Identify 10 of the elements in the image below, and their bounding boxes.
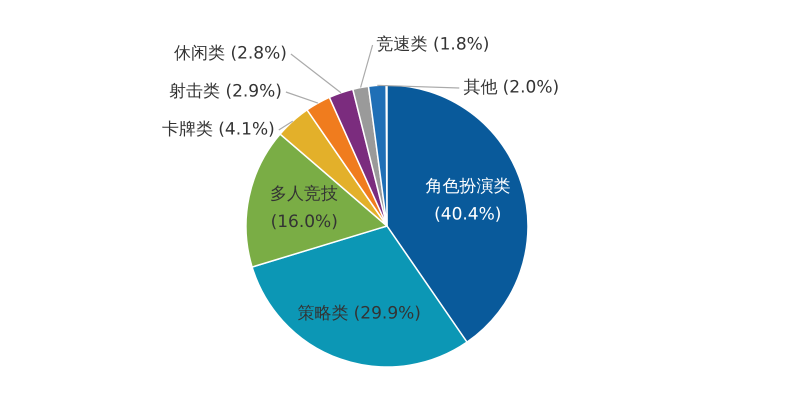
slice-label: 卡牌类 (4.1%) bbox=[162, 120, 275, 140]
slice-label: 角色扮演类 bbox=[425, 176, 510, 197]
data-label: (16.0%) bbox=[270, 212, 338, 232]
slice-label: 竞速类 (1.8%) bbox=[376, 34, 490, 55]
slice-label: 策略类 (29.9%) bbox=[297, 304, 421, 324]
slice-label: 射击类 (2.9%) bbox=[169, 82, 282, 102]
data-label: (40.4%) bbox=[434, 204, 502, 225]
slice-label: 其他 (2.0%) bbox=[463, 78, 560, 98]
slice-label: 多人竞技 bbox=[270, 184, 338, 204]
slice-label: 休闲类 (2.8%) bbox=[174, 44, 287, 64]
